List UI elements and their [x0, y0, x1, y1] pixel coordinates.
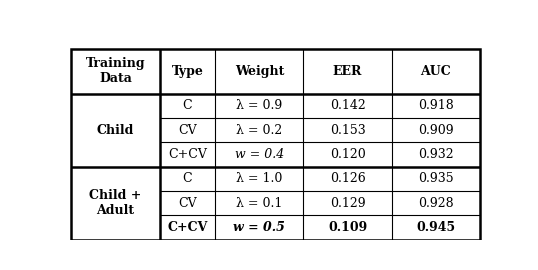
Text: C: C [182, 99, 192, 112]
Text: CV: CV [178, 197, 197, 210]
Text: 0.928: 0.928 [418, 197, 454, 210]
Text: 0.142: 0.142 [330, 99, 365, 112]
Text: 0.932: 0.932 [418, 148, 454, 161]
Text: 0.909: 0.909 [418, 124, 454, 137]
Text: C: C [182, 172, 192, 185]
Text: 0.126: 0.126 [330, 172, 365, 185]
Text: EER: EER [333, 65, 362, 78]
Text: λ = 0.9: λ = 0.9 [236, 99, 282, 112]
Text: Child: Child [97, 124, 134, 137]
Text: 0.153: 0.153 [330, 124, 365, 137]
Text: Weight: Weight [235, 65, 284, 78]
Text: 0.945: 0.945 [416, 221, 456, 234]
Text: w = 0.5: w = 0.5 [233, 221, 285, 234]
Text: Child +
Adult: Child + Adult [89, 189, 141, 217]
Text: λ = 0.2: λ = 0.2 [236, 124, 282, 137]
Text: C+CV: C+CV [167, 221, 208, 234]
Text: C+CV: C+CV [168, 148, 207, 161]
Text: λ = 1.0: λ = 1.0 [236, 172, 282, 185]
Text: AUC: AUC [421, 65, 451, 78]
Text: 0.918: 0.918 [418, 99, 454, 112]
Text: λ = 0.1: λ = 0.1 [236, 197, 282, 210]
Text: 0.120: 0.120 [330, 148, 365, 161]
Text: CV: CV [178, 124, 197, 137]
Text: Training
Data: Training Data [86, 58, 145, 85]
Text: Type: Type [172, 65, 203, 78]
Text: 0.109: 0.109 [328, 221, 367, 234]
Text: 0.129: 0.129 [330, 197, 365, 210]
Text: 0.935: 0.935 [418, 172, 454, 185]
Text: w = 0.4: w = 0.4 [235, 148, 284, 161]
